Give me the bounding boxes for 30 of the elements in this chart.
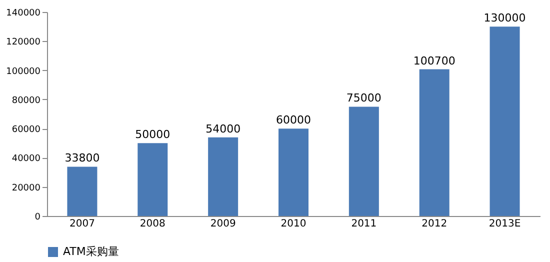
data-label: 130000 xyxy=(484,12,526,25)
bar xyxy=(138,143,168,216)
bar xyxy=(278,128,308,216)
bar xyxy=(67,166,98,216)
bar xyxy=(348,106,379,216)
data-label: 54000 xyxy=(206,122,241,136)
x-tick-label: 2010 xyxy=(280,218,306,230)
x-tick-label: 2009 xyxy=(210,218,236,230)
legend-label: ATM采购量 xyxy=(63,245,119,258)
x-tick-label: 2013E xyxy=(488,218,521,230)
data-label: 33800 xyxy=(64,152,100,165)
data-label: 50000 xyxy=(135,128,170,142)
bar xyxy=(490,26,520,216)
data-label: 75000 xyxy=(346,92,382,105)
x-tick-label: 2011 xyxy=(351,218,377,230)
y-tick-label: 40000 xyxy=(12,154,41,164)
x-tick-label: 2012 xyxy=(422,218,448,230)
y-tick-label: 120000 xyxy=(6,38,41,48)
bar xyxy=(208,137,238,216)
y-tick-label: 100000 xyxy=(6,66,41,77)
y-tick-label: 0 xyxy=(34,212,41,222)
y-tick-label: 60000 xyxy=(12,125,41,136)
x-tick-label: 2008 xyxy=(140,218,166,230)
data-label: 60000 xyxy=(276,114,311,127)
bar xyxy=(419,69,450,216)
y-tick-label: 80000 xyxy=(12,96,41,106)
x-tick-label: 2007 xyxy=(69,218,95,230)
y-tick-label: 20000 xyxy=(12,183,41,194)
y-tick-label: 140000 xyxy=(6,8,41,18)
data-label: 100700 xyxy=(413,54,456,68)
